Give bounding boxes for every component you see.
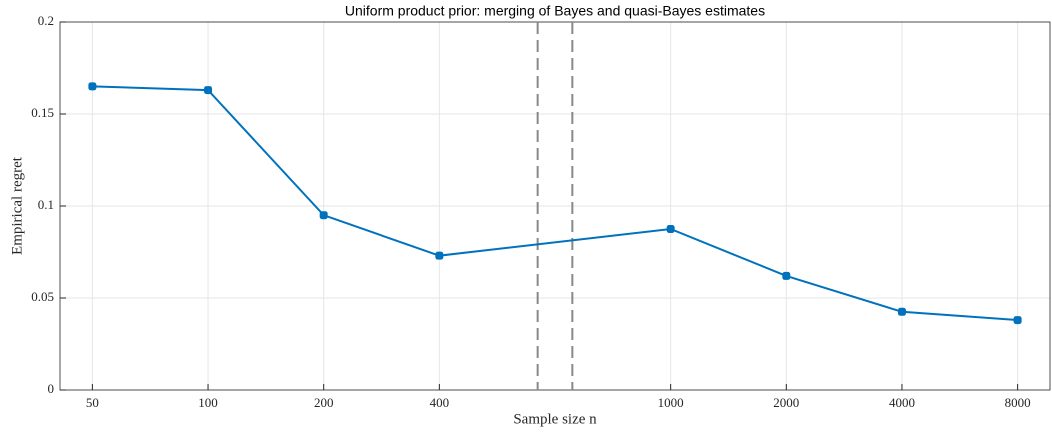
marker bbox=[88, 82, 97, 91]
marker bbox=[319, 211, 328, 220]
y-tick-label: 0.15 bbox=[31, 105, 54, 120]
marker bbox=[897, 307, 906, 316]
y-tick-label: 0.1 bbox=[38, 197, 54, 212]
marker bbox=[666, 225, 675, 233]
x-tick-label: 1000 bbox=[658, 395, 684, 410]
x-tick-label: 8000 bbox=[1005, 395, 1031, 410]
marker bbox=[782, 271, 791, 280]
x-tick-label: 50 bbox=[86, 395, 99, 410]
x-tick-label: 400 bbox=[430, 395, 450, 410]
x-tick-label: 4000 bbox=[889, 395, 915, 410]
y-tick-label: 0 bbox=[48, 381, 55, 396]
chart-title: Uniform product prior: merging of Bayes … bbox=[345, 3, 765, 19]
x-tick-label: 200 bbox=[314, 395, 334, 410]
series-line bbox=[92, 85, 1018, 322]
x-axis-label: Sample size n bbox=[513, 411, 597, 427]
y-axis-label: Empirical regret bbox=[9, 156, 25, 255]
x-tick-label: 2000 bbox=[773, 395, 799, 410]
y-tick-label: 0.05 bbox=[31, 289, 54, 304]
axes-box bbox=[59, 21, 1051, 391]
y-tick-label: 0.2 bbox=[38, 13, 54, 28]
marker bbox=[1013, 316, 1022, 325]
marker bbox=[204, 86, 213, 95]
marker bbox=[435, 251, 444, 260]
x-tick-label: 100 bbox=[198, 395, 218, 410]
